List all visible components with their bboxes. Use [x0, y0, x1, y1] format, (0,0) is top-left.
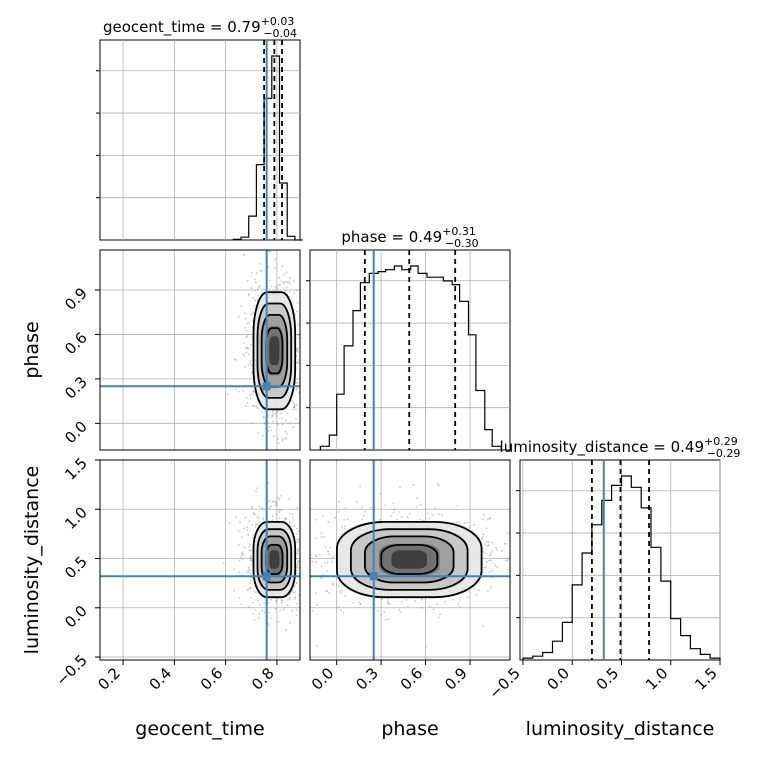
truth-marker: [263, 382, 271, 390]
density-level: [269, 336, 279, 365]
y-tick-label: 1.5: [61, 454, 91, 484]
y-tick-label: 0.0: [61, 602, 91, 632]
panel-title-luminosity_distance: luminosity_distance = 0.49+0.29 −0.29: [500, 435, 741, 460]
y-tick-label: 1.0: [61, 503, 91, 533]
x-tick-label: 0.9: [441, 664, 471, 694]
y-tick-label: 0.5: [61, 553, 91, 583]
x-axis-label-luminosity_distance: luminosity_distance: [526, 718, 715, 740]
y-tick-label: 0.6: [61, 329, 91, 359]
density-panel-phase-luminosity_distance: [251, 460, 565, 660]
density-level: [392, 550, 428, 569]
corner-panels: geocent_time = 0.79+0.03 −0.04 phase = 0.4…: [96, 15, 740, 660]
y-tick-label: −0.5: [52, 651, 90, 689]
truth-marker: [370, 572, 378, 580]
axes-frame: [100, 40, 300, 240]
x-tick-label: 0.2: [94, 664, 124, 694]
x-axis-label-phase: phase: [381, 718, 438, 740]
y-axis-label-phase: phase: [21, 321, 43, 378]
panel-title-phase: phase = 0.49+0.31 −0.30: [341, 225, 478, 250]
x-tick-label: 0.0: [543, 664, 573, 694]
x-tick-label: 0.3: [352, 664, 382, 694]
density-panel-geocent_time-luminosity_distance: [100, 460, 315, 660]
hist-panel-phase: phase = 0.49+0.31 −0.30: [306, 225, 510, 450]
corner-labels: 0.2 0.4 0.6 0.8 geocent_time 0.0 0.3 0.6 0.9 phas…: [21, 284, 721, 740]
hist-panel-geocent_time: geocent_time = 0.79+0.03 −0.04: [96, 15, 303, 240]
x-tick-label: 1.0: [642, 664, 672, 694]
histogram-geocent_time: [233, 56, 302, 240]
x-tick-label: 0.0: [308, 664, 338, 694]
x-tick-label: 0.4: [146, 664, 176, 694]
x-tick-label: 0.6: [397, 664, 427, 694]
panel-title-geocent_time: geocent_time = 0.79+0.03 −0.04: [103, 15, 297, 40]
x-tick-label: −0.5: [485, 664, 523, 702]
y-tick-label: 0.9: [61, 284, 91, 314]
hist-panel-luminosity_distance: luminosity_distance = 0.49+0.29 −0.29: [500, 435, 741, 660]
x-tick-label: 0.6: [197, 664, 227, 694]
truth-marker: [263, 572, 271, 580]
y-tick-label: 0.3: [61, 373, 91, 403]
x-tick-label: 0.8: [248, 664, 278, 694]
histogram-phase: [320, 266, 501, 450]
y-axis-label-luminosity_distance: luminosity_distance: [21, 466, 43, 655]
x-tick-label: 0.5: [593, 664, 623, 694]
x-tick-label: 1.5: [691, 664, 721, 694]
x-axis-label-geocent_time: geocent_time: [135, 718, 264, 740]
density-level: [269, 550, 279, 569]
y-tick-label: 0.0: [61, 417, 91, 447]
